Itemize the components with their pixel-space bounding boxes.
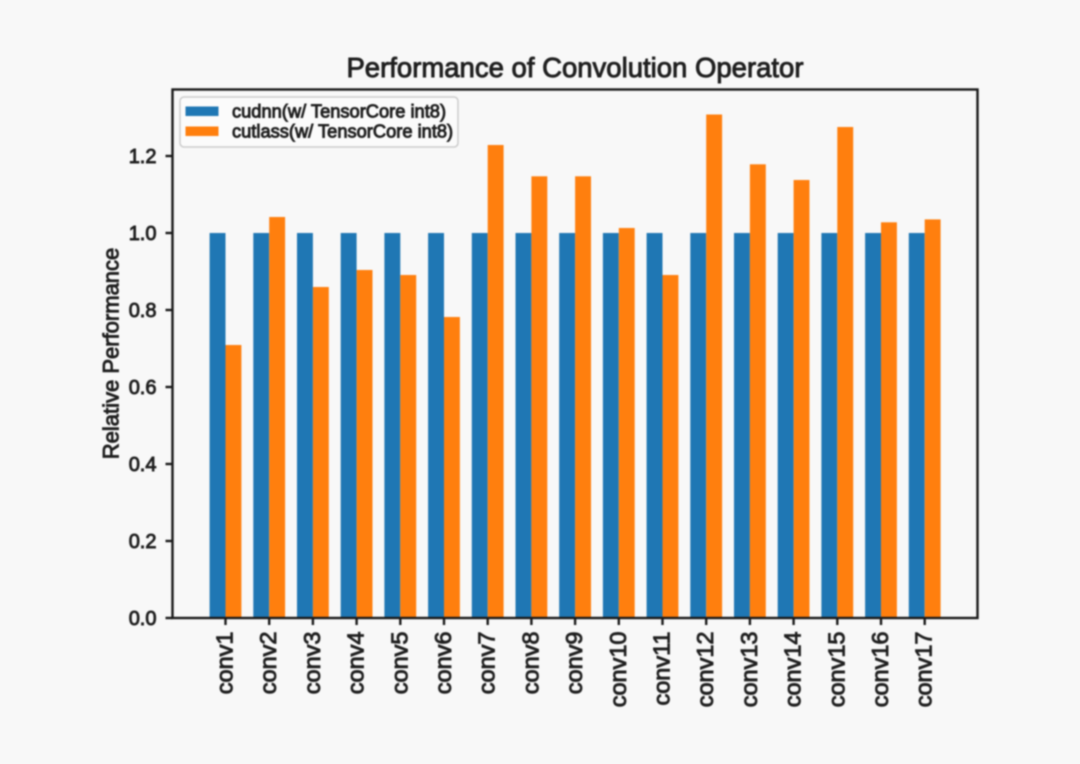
svg-text:conv15: conv15 — [823, 632, 849, 708]
svg-text:cudnn(w/ TensorCore int8): cudnn(w/ TensorCore int8) — [232, 101, 446, 122]
svg-text:conv12: conv12 — [692, 632, 718, 708]
svg-text:1.0: 1.0 — [129, 223, 157, 245]
svg-text:conv1: conv1 — [212, 632, 238, 695]
svg-text:conv2: conv2 — [255, 632, 281, 695]
svg-text:conv7: conv7 — [474, 632, 500, 695]
svg-text:conv14: conv14 — [780, 632, 806, 708]
svg-text:0.2: 0.2 — [129, 531, 157, 553]
svg-text:conv5: conv5 — [386, 632, 412, 695]
svg-text:conv3: conv3 — [299, 632, 325, 695]
svg-text:conv4: conv4 — [343, 632, 369, 695]
svg-text:conv6: conv6 — [430, 632, 456, 695]
svg-text:conv10: conv10 — [605, 632, 631, 708]
svg-text:conv8: conv8 — [517, 632, 543, 695]
svg-text:1.2: 1.2 — [129, 146, 157, 168]
svg-text:conv17: conv17 — [911, 632, 937, 708]
svg-text:conv11: conv11 — [649, 632, 675, 706]
svg-text:Relative Performance: Relative Performance — [99, 248, 124, 460]
svg-text:0.4: 0.4 — [129, 454, 157, 476]
svg-text:0.0: 0.0 — [129, 608, 157, 630]
svg-text:0.8: 0.8 — [129, 300, 157, 322]
svg-text:conv16: conv16 — [867, 632, 893, 708]
svg-text:0.6: 0.6 — [129, 377, 157, 399]
svg-text:cutlass(w/ TensorCore int8): cutlass(w/ TensorCore int8) — [232, 121, 453, 142]
svg-text:conv13: conv13 — [736, 632, 762, 708]
svg-text:Performance of Convolution Ope: Performance of Convolution Operator — [346, 52, 803, 83]
svg-text:conv9: conv9 — [561, 632, 587, 695]
